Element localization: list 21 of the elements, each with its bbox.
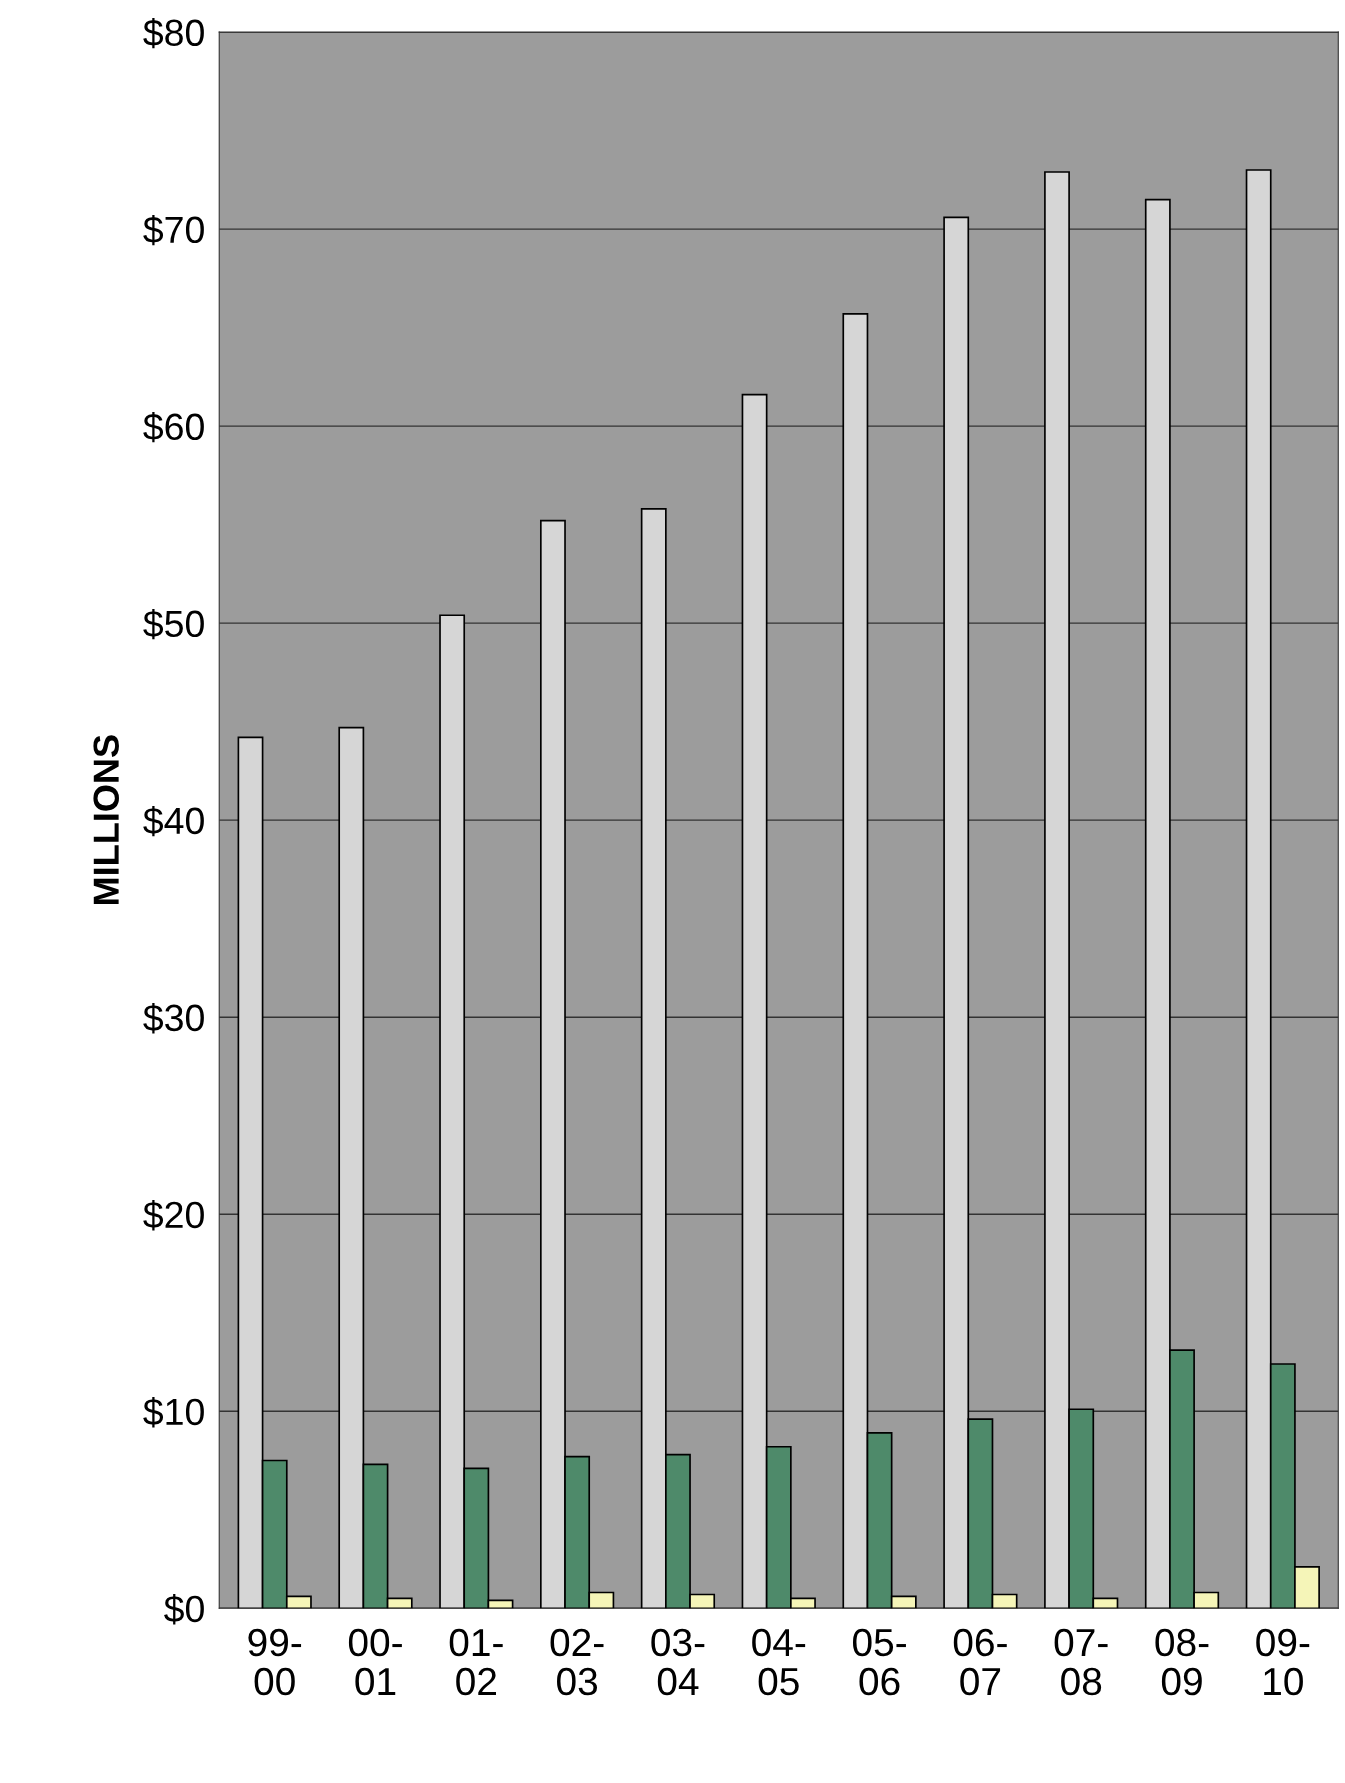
x-tick-label: 06- 07 [953,1628,1007,1696]
x-tick-label: 07- 08 [1054,1628,1108,1696]
x-tick-label: 01- 02 [449,1628,503,1696]
y-tick-label: $20 [143,1200,204,1231]
x-tick-label: 09- 10 [1256,1628,1310,1696]
x-tick-label: 05- 06 [852,1628,906,1696]
x-tick-label: 99- 00 [248,1628,302,1696]
y-tick-label: $60 [143,411,204,443]
x-tick-label: 08- 09 [1155,1628,1209,1696]
y-tick-label: $80 [143,17,204,49]
x-tick-label: 02- 03 [550,1628,604,1696]
y-tick-label: $50 [143,608,204,640]
y-tick-label: $30 [143,1003,204,1034]
x-tick-label: 03- 04 [651,1628,705,1696]
y-tick-label: $70 [143,214,204,246]
y-tick-label: $10 [143,1397,204,1428]
y-tick-label: $0 [164,1594,204,1625]
x-tick-label: 04- 05 [752,1628,806,1696]
y-tick-label: $40 [143,806,204,837]
x-tick-label: 00- 01 [348,1628,402,1696]
y-axis-title: MILLIONS [93,735,119,905]
